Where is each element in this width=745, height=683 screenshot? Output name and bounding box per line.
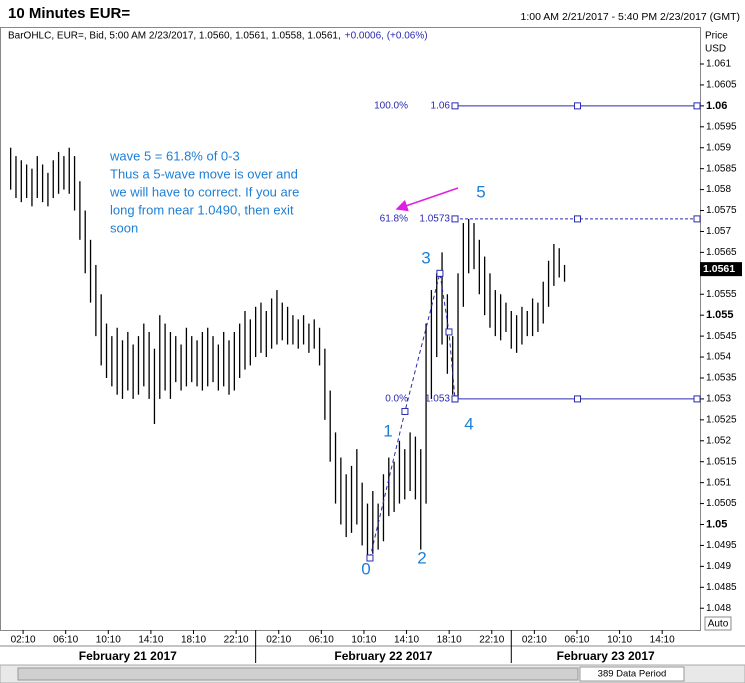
last-price-box [700, 262, 742, 277]
x-tick-label: 06:10 [309, 635, 334, 646]
y-tick-label: 1.061 [706, 59, 731, 70]
annotation: long from near 1.0490, then exit [110, 202, 294, 217]
y-tick-label: 1.059 [706, 142, 731, 153]
x-tick-label: 10:10 [607, 635, 632, 646]
fib-handle [574, 102, 582, 110]
y-tick-label: 1.0595 [706, 121, 737, 132]
x-tick-label: 02:10 [266, 635, 291, 646]
x-tick-label: 14:10 [138, 635, 163, 646]
plot-border [0, 27, 701, 631]
date-label: February 21 2017 [79, 649, 177, 663]
last-price: 1.0561 [703, 263, 735, 275]
y-tick-label: 1.058 [706, 184, 731, 195]
y-tick-label: 1.0535 [706, 373, 737, 384]
y-tick-label: 1.048 [706, 603, 731, 614]
fib-handle [574, 395, 582, 403]
wave-handle [445, 328, 453, 336]
wave-label: 2 [417, 548, 426, 567]
x-tick-label: 10:10 [96, 635, 121, 646]
y-tick-label: 1.049 [706, 561, 731, 572]
x-tick-label: 18:10 [181, 635, 206, 646]
wave-label: 4 [464, 414, 473, 433]
annotation: Thus a 5-wave move is over and [110, 166, 298, 181]
fib-handle [451, 102, 459, 110]
x-tick-label: 06:10 [53, 635, 78, 646]
y-tick-label: 1.0605 [706, 80, 737, 91]
annotation: we will have to correct. If you are [109, 184, 299, 199]
y-tick-label: 1.0505 [706, 498, 737, 509]
chart-title: 10 Minutes EUR= [8, 5, 130, 22]
y-tick-label: 1.0485 [706, 582, 737, 593]
y-axis-unit: USD [705, 44, 726, 55]
fib-handle [451, 215, 459, 223]
x-tick-label: 02:10 [11, 635, 36, 646]
y-tick-label: 1.0555 [706, 289, 737, 300]
y-tick-label: 1.051 [706, 477, 731, 488]
date-label: February 23 2017 [557, 649, 655, 663]
auto-button[interactable] [704, 616, 732, 631]
wave-label: 1 [383, 421, 392, 440]
x-tick-label: 06:10 [564, 635, 589, 646]
fib-handle [693, 215, 701, 223]
y-tick-label: 1.0525 [706, 414, 737, 425]
wave-handle [366, 554, 374, 562]
x-tick-label: 10:10 [351, 635, 376, 646]
wave-handle [451, 395, 459, 403]
fib-handle [693, 395, 701, 403]
annotation: wave 5 = 61.8% of 0-3 [109, 148, 240, 163]
x-tick-label: 14:10 [650, 635, 675, 646]
wave-handle [401, 407, 409, 415]
y-tick-label: 1.05 [706, 518, 727, 530]
x-tick-label: 22:10 [224, 635, 249, 646]
y-tick-label: 1.053 [706, 394, 731, 405]
y-tick-label: 1.0585 [706, 163, 737, 174]
y-tick-label: 1.0545 [706, 331, 737, 342]
y-tick-label: 1.06 [706, 100, 727, 112]
fib-label: 61.8% [380, 214, 408, 225]
annotation: soon [110, 220, 138, 235]
wave-label: 5 [476, 182, 485, 201]
y-tick-label: 1.057 [706, 226, 731, 237]
y-tick-label: 1.054 [706, 352, 731, 363]
x-tick-label: 22:10 [479, 635, 504, 646]
y-tick-label: 1.0495 [706, 540, 737, 551]
fib-label: 100.0% [374, 101, 408, 112]
fib-price: 1.053 [425, 394, 450, 405]
scroll-thumb[interactable] [17, 667, 579, 681]
fib-handle [693, 102, 701, 110]
y-tick-label: 1.052 [706, 435, 731, 446]
x-tick-label: 02:10 [522, 635, 547, 646]
y-tick-label: 1.0565 [706, 247, 737, 258]
data-period-box [579, 666, 685, 682]
wave-label: 0 [361, 559, 370, 578]
wave-handle [436, 269, 444, 277]
arrow [395, 187, 459, 212]
date-label: February 22 2017 [334, 649, 432, 663]
wave-path [369, 273, 456, 559]
data-period: 389 Data Period [598, 669, 667, 680]
fib-handle [574, 215, 582, 223]
fib-price: 1.06 [431, 101, 451, 112]
fib-price: 1.0573 [419, 214, 450, 225]
y-tick-label: 1.055 [706, 309, 734, 321]
y-axis-title: Price [705, 31, 728, 42]
info-line: BarOHLC, EUR=, Bid, 5:00 AM 2/23/2017, 1… [8, 31, 341, 42]
y-tick-label: 1.0515 [706, 456, 737, 467]
time-range: 1:00 AM 2/21/2017 - 5:40 PM 2/23/2017 (G… [521, 11, 740, 23]
y-tick-label: 1.0575 [706, 205, 737, 216]
wave-label: 3 [421, 248, 430, 267]
info-change: +0.0006, (+0.06%) [345, 31, 428, 42]
fib-label: 0.0% [385, 394, 408, 405]
x-tick-label: 14:10 [394, 635, 419, 646]
x-tick-label: 18:10 [437, 635, 462, 646]
auto-label[interactable]: Auto [708, 619, 729, 630]
